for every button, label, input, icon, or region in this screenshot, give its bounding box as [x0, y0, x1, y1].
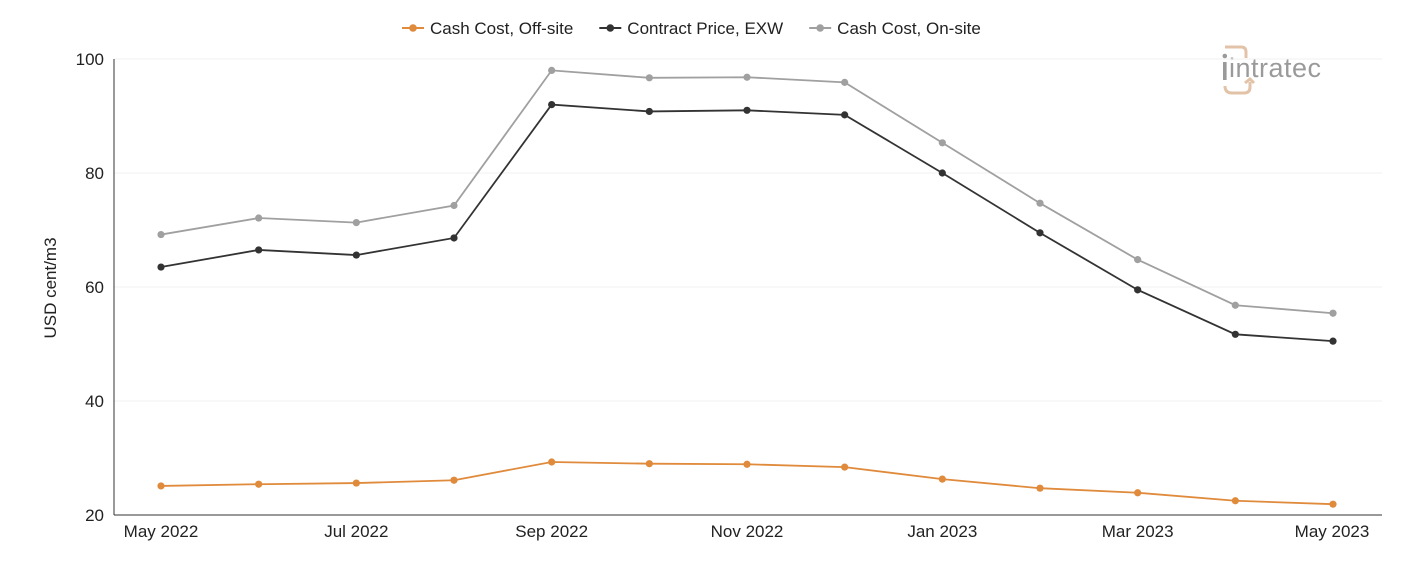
data-point: [1134, 286, 1142, 294]
series-1: [157, 458, 1337, 508]
legend-marker: [606, 24, 615, 32]
data-point: [548, 66, 556, 74]
legend-item: Cash Cost, Off-site: [402, 19, 573, 38]
legend-item: Contract Price, EXW: [599, 19, 783, 38]
data-point: [841, 463, 849, 471]
x-tick-label: Jul 2022: [324, 522, 388, 541]
data-point: [255, 480, 263, 488]
data-point: [743, 73, 751, 81]
data-point: [255, 246, 263, 254]
data-point: [1036, 484, 1044, 492]
series-lines: [157, 66, 1337, 508]
x-tick-label: May 2022: [124, 522, 199, 541]
intratec-logo: intratec: [1222, 45, 1322, 95]
series-3: [157, 66, 1337, 317]
data-point: [841, 78, 849, 86]
data-point: [743, 460, 751, 468]
axes: 20 40 60 80 100 May 2022 Jul 2022 Sep 2022 Nov 2…: [76, 50, 1382, 541]
data-point: [645, 460, 653, 468]
data-point: [450, 476, 458, 484]
series-line: [160, 461, 1334, 506]
legend-marker: [816, 24, 824, 32]
data-point: [548, 458, 556, 466]
y-tick-label: 40: [85, 392, 104, 411]
data-point: [352, 251, 360, 259]
x-tick-label: Mar 2023: [1102, 522, 1174, 541]
data-point: [841, 111, 849, 119]
legend: Cash Cost, Off-site Contract Price, EXW Ca…: [402, 19, 981, 38]
data-point: [1231, 497, 1239, 505]
x-tick-label: Jan 2023: [907, 522, 977, 541]
data-point: [352, 218, 360, 227]
data-point: [645, 107, 653, 116]
data-point: [1231, 330, 1239, 338]
data-point: [352, 479, 360, 487]
data-point: [1329, 337, 1337, 345]
legend-marker: [409, 24, 417, 32]
data-point: [157, 263, 165, 271]
logo-text: intratec: [1229, 53, 1322, 83]
legend-item: Cash Cost, On-site: [809, 19, 981, 38]
data-point: [450, 234, 458, 242]
y-tick-label: 20: [85, 506, 104, 525]
series-2: [157, 101, 1337, 345]
x-tick-label: Nov 2022: [711, 522, 784, 541]
gridlines: [114, 58, 1382, 402]
data-point: [938, 139, 946, 147]
legend-label: Cash Cost, Off-site: [430, 19, 573, 38]
y-tick-label: 60: [85, 278, 104, 297]
data-point: [938, 169, 946, 177]
y-axis-title: USD cent/m3: [41, 237, 60, 338]
data-point: [157, 230, 165, 239]
data-point: [157, 482, 165, 490]
x-tick-label: May 2023: [1295, 522, 1370, 541]
data-point: [548, 101, 556, 109]
data-point: [450, 201, 458, 210]
data-point: [1329, 309, 1337, 317]
data-point: [1329, 500, 1337, 508]
data-point: [1036, 229, 1044, 237]
data-point: [255, 214, 263, 222]
x-tick-label: Sep 2022: [515, 522, 588, 541]
legend-label: Cash Cost, On-site: [837, 19, 981, 38]
data-point: [645, 74, 653, 82]
data-point: [1036, 199, 1044, 207]
logo-icon: [1222, 45, 1256, 95]
y-tick-label: 100: [76, 50, 104, 69]
data-point: [938, 475, 946, 483]
y-tick-label: 80: [85, 164, 104, 183]
data-point: [1134, 256, 1142, 264]
data-point: [1134, 489, 1142, 497]
series-line: [160, 103, 1334, 343]
legend-label: Contract Price, EXW: [627, 19, 783, 38]
data-point: [743, 106, 751, 114]
data-point: [1231, 301, 1239, 309]
